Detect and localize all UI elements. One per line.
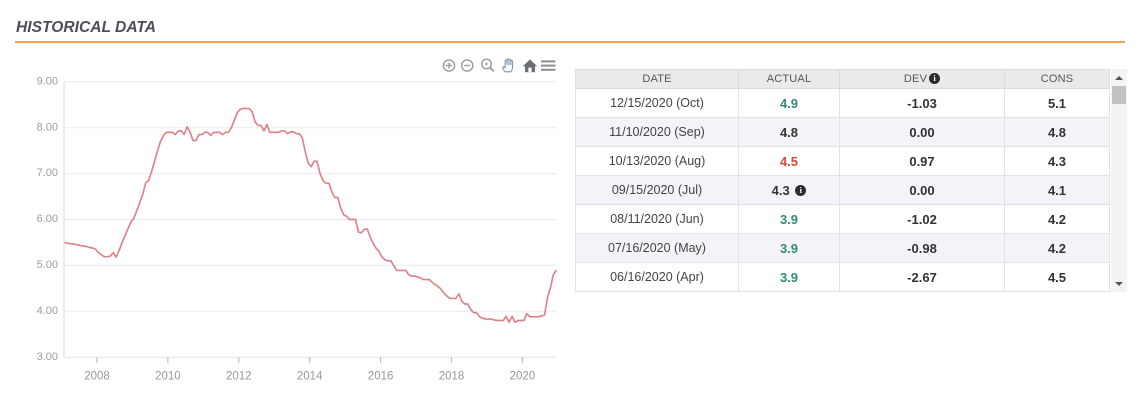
svg-text:7.00: 7.00 — [37, 167, 58, 179]
svg-text:4.00: 4.00 — [37, 305, 58, 317]
svg-text:5.00: 5.00 — [37, 259, 58, 271]
svg-text:2016: 2016 — [368, 371, 394, 383]
svg-text:3.00: 3.00 — [37, 351, 58, 363]
svg-text:9.00: 9.00 — [37, 75, 58, 87]
svg-text:2020: 2020 — [510, 371, 536, 383]
svg-text:6.00: 6.00 — [37, 213, 58, 225]
svg-text:2018: 2018 — [439, 371, 465, 383]
svg-text:2014: 2014 — [297, 371, 323, 383]
svg-text:8.00: 8.00 — [37, 121, 58, 133]
svg-text:2010: 2010 — [155, 371, 181, 383]
svg-text:2008: 2008 — [84, 371, 110, 383]
svg-text:2012: 2012 — [226, 371, 252, 383]
